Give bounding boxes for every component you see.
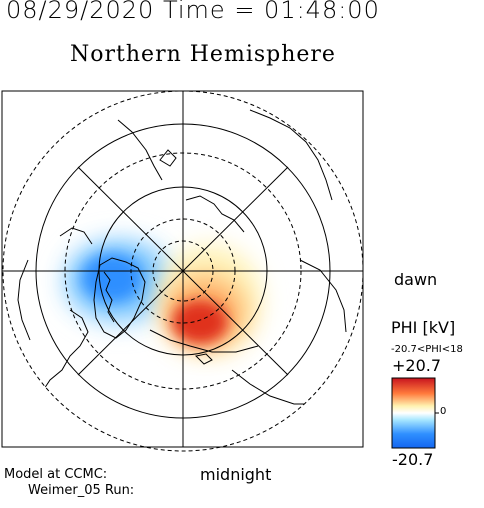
colorbar-gradient bbox=[391, 377, 436, 449]
meridians bbox=[2, 91, 363, 447]
hemisphere-title: Northern Hemisphere bbox=[70, 42, 336, 67]
colorbar-title: PHI [kV] bbox=[391, 318, 456, 337]
coastlines bbox=[17, 109, 347, 405]
dawn-label: dawn bbox=[394, 270, 438, 289]
colorbar-range: -20.7<PHI<18 bbox=[391, 344, 463, 355]
colorbar-max-label: +20.7 bbox=[392, 356, 442, 375]
colorbar-zero-label: 0 bbox=[440, 406, 447, 417]
run-label: Weimer_05 Run: bbox=[28, 483, 135, 498]
model-label: Model at CCMC: bbox=[4, 467, 108, 482]
midnight-label: midnight bbox=[200, 465, 272, 484]
timestamp-title: 08/29/2020 Time = 01:48:00 bbox=[6, 0, 380, 24]
potential-pattern bbox=[62, 238, 262, 355]
colorbar-min-label: -20.7 bbox=[392, 450, 434, 469]
